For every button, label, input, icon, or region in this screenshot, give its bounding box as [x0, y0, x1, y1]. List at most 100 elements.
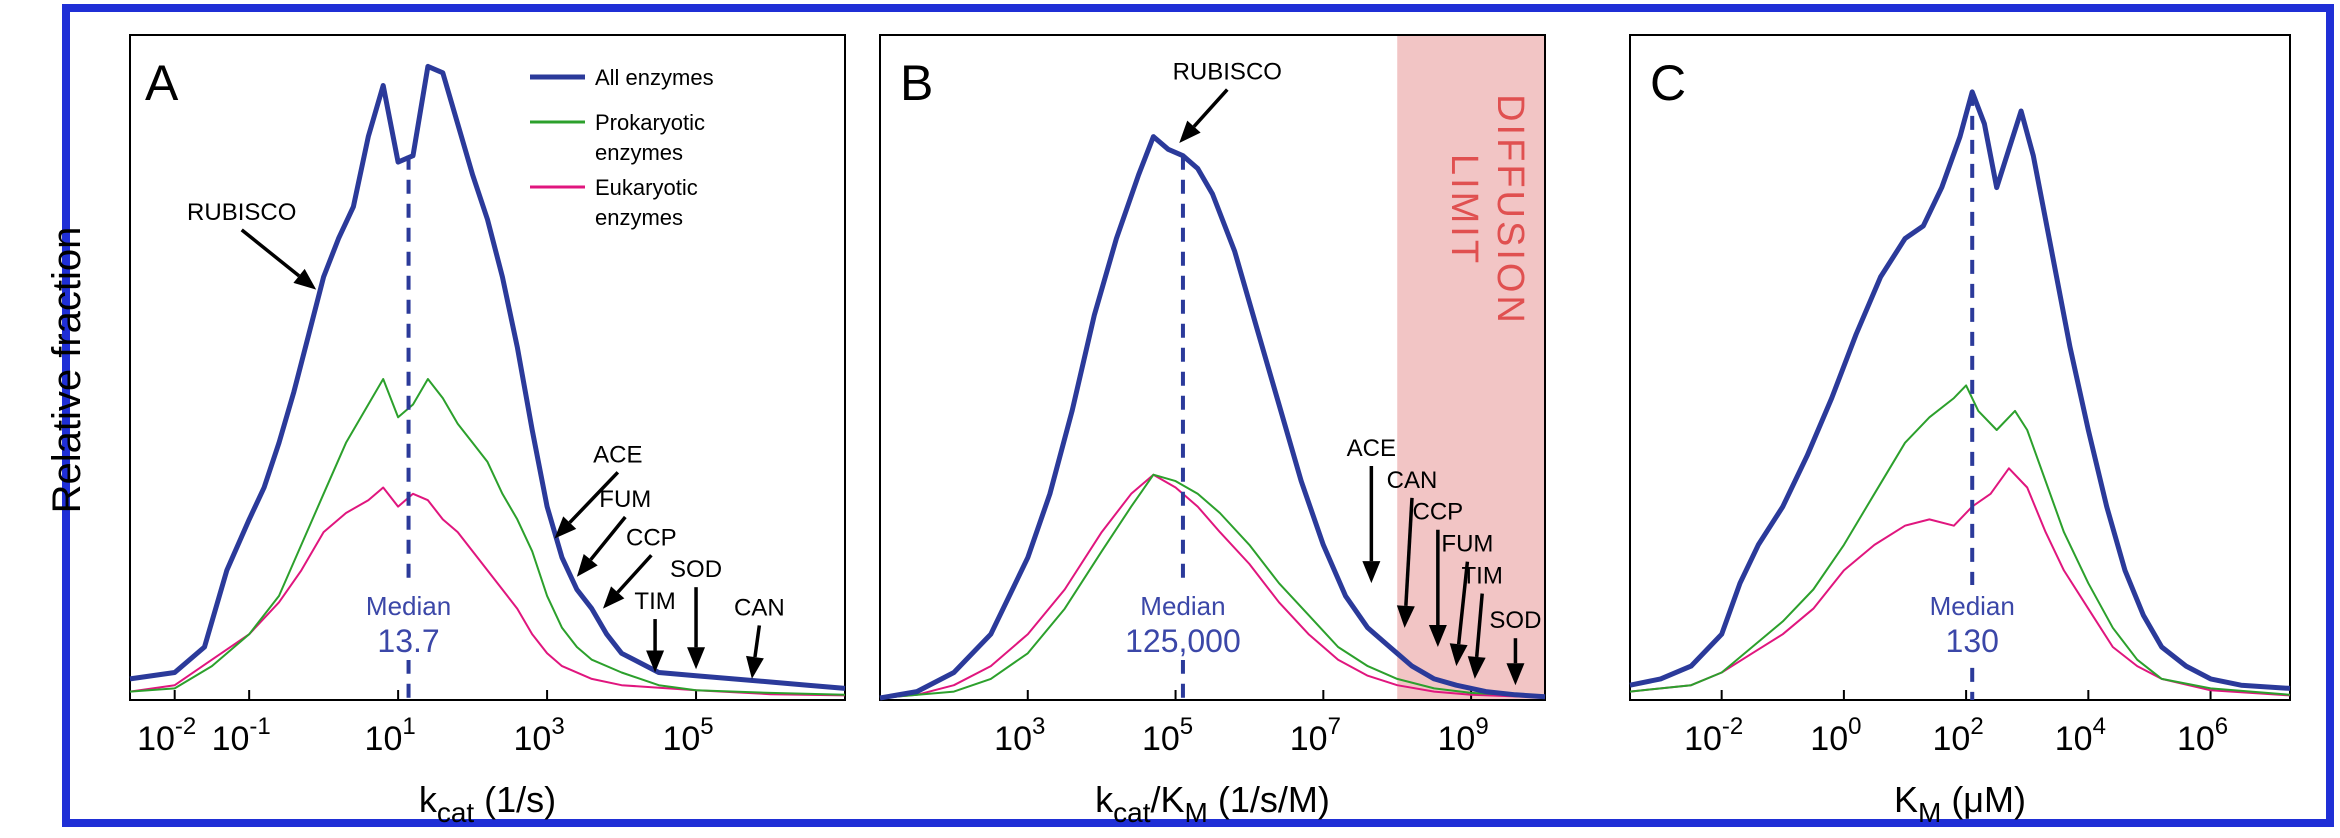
diffusion-limit-line: LIMIT	[1443, 154, 1485, 266]
x-tick-label: 102	[1933, 713, 1984, 758]
annotation-arrow-head	[576, 554, 598, 577]
tick-exponent: -1	[249, 713, 270, 740]
x-label-subscript: cat	[1113, 797, 1151, 828]
tick-base: 10	[2055, 720, 2093, 758]
median-label-background	[1127, 585, 1238, 660]
x-axis-label: KM (μM)	[1894, 779, 2026, 828]
x-label-subscript: cat	[437, 797, 475, 828]
x-tick-label: 105	[662, 713, 713, 758]
median-label: Median	[366, 591, 451, 621]
annotation-label: CAN	[1387, 467, 1438, 494]
x-tick-label: 106	[2177, 713, 2228, 758]
annotation-arrow-shaft	[616, 554, 653, 594]
tick-base: 10	[1290, 720, 1328, 758]
x-tick-label: 100	[1810, 713, 1861, 758]
plot-frame	[1629, 34, 2291, 701]
median-label-background	[1917, 585, 2028, 660]
tick-base: 10	[1684, 720, 1722, 758]
series-line-all	[129, 63, 846, 691]
series-line-all	[1629, 89, 2291, 691]
annotation-label: CAN	[734, 594, 785, 621]
tick-base: 10	[212, 720, 250, 758]
annotation-arrow-head	[1449, 643, 1468, 667]
series-line-euk	[129, 486, 846, 697]
legend-label: Prokaryotic	[595, 110, 705, 135]
annotation-label: TIM	[1462, 563, 1503, 590]
tick-exponent: 3	[1032, 713, 1045, 740]
legend-label: All enzymes	[595, 65, 714, 90]
x-axis-label: kcat (1/s)	[419, 779, 556, 828]
tick-base: 10	[1438, 720, 1476, 758]
annotation-arrow-shaft	[1456, 561, 1470, 645]
annotation-arrow-head	[1396, 605, 1415, 628]
diffusion-limit-label: DIFFUSIONLIMIT	[1443, 94, 1531, 326]
tick-exponent: 0	[1848, 713, 1861, 740]
x-tick-label: 103	[513, 713, 564, 758]
annotation-label: CCP	[626, 524, 677, 551]
tick-exponent: -2	[1722, 713, 1743, 740]
panel-label: C	[1650, 55, 1686, 111]
x-tick-label: 103	[994, 713, 1045, 758]
x-label-part: /K	[1151, 779, 1185, 820]
series-line-prok	[129, 378, 846, 696]
legend: All enzymes Prokaryotic enzymes Eukaryotic e…	[530, 65, 714, 230]
x-tick-label: 10-1	[212, 713, 271, 758]
legend-label: enzymes	[595, 205, 683, 230]
median-value: 130	[1946, 623, 1999, 659]
x-axis-label: kcat/KM (1/s/M)	[1095, 779, 1330, 828]
x-label-part: k	[419, 779, 438, 820]
x-tick-label: 109	[1438, 713, 1489, 758]
x-tick-label: 101	[365, 713, 416, 758]
tick-base: 10	[513, 720, 551, 758]
x-tick-label: 105	[1142, 713, 1193, 758]
median-label-background	[353, 585, 464, 660]
series-line-euk	[1629, 467, 2291, 697]
annotation-arrow-shaft	[1404, 497, 1414, 606]
annotation-arrow-head	[293, 268, 317, 290]
series-line-euk	[879, 473, 1546, 699]
tick-exponent: 5	[1180, 713, 1193, 740]
tick-base: 10	[994, 720, 1032, 758]
annotation-arrow-shaft	[589, 515, 627, 561]
tick-exponent: 5	[700, 713, 713, 740]
tick-exponent: 9	[1475, 713, 1488, 740]
median-value: 125,000	[1125, 623, 1241, 659]
annotation-label: TIM	[634, 588, 675, 615]
x-tick-label: 10-2	[1684, 713, 1743, 758]
series-line-all	[879, 134, 1546, 701]
annotation-arrow-head	[554, 516, 577, 539]
tick-exponent: 2	[1970, 713, 1983, 740]
annotation-arrow-shaft	[240, 228, 301, 278]
tick-base: 10	[1142, 720, 1180, 758]
x-label-part: (μM)	[1941, 779, 2026, 820]
annotation-label: RUBISCO	[1173, 59, 1282, 86]
x-tick-label: 104	[2055, 713, 2106, 758]
panel-label: B	[900, 55, 933, 111]
tick-exponent: 6	[2215, 713, 2228, 740]
annotation-arrow-head	[1506, 663, 1525, 686]
x-label-part: (1/s/M)	[1208, 779, 1330, 820]
annotation-arrow-head	[746, 655, 764, 679]
y-axis-label: Relative fraction	[45, 227, 89, 514]
annotation-arrow-shaft	[753, 625, 762, 658]
tick-exponent: 1	[402, 713, 415, 740]
series-line-prok	[1629, 384, 2291, 696]
annotation-arrow-head	[1362, 561, 1381, 584]
annotation-arrow-head	[602, 586, 625, 609]
annotation-arrow-shaft	[1192, 88, 1229, 128]
x-label-part: k	[1095, 779, 1114, 820]
annotation-label: SOD	[1489, 607, 1541, 634]
annotation-label: ACE	[1347, 435, 1396, 462]
tick-base: 10	[662, 720, 700, 758]
tick-base: 10	[365, 720, 403, 758]
annotation-arrow-head	[646, 650, 665, 673]
annotation-label: FUM	[1441, 531, 1493, 558]
diffusion-limit-band	[1397, 35, 1545, 700]
tick-exponent: -2	[175, 713, 196, 740]
annotation-label: FUM	[599, 486, 651, 513]
x-label-subscript: M	[1185, 797, 1208, 828]
